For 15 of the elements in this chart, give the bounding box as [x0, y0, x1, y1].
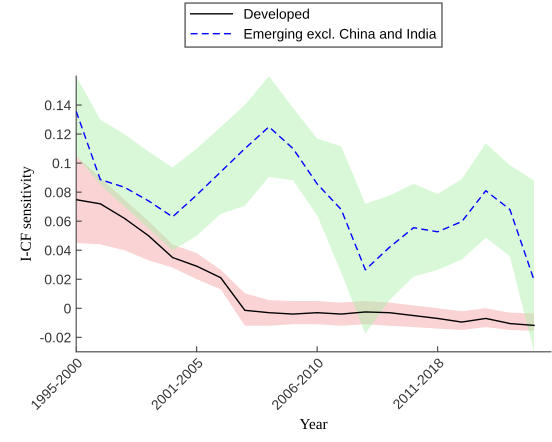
legend-label: Emerging excl. China and India: [244, 28, 436, 42]
legend-label: Developed: [244, 8, 309, 22]
line-series: [76, 199, 535, 326]
y-tick-label: -0.02: [40, 332, 71, 342]
y-tick-label: 0.12: [44, 129, 71, 140]
y-tick-label: 0.08: [44, 187, 71, 198]
x-axis-title: Year: [300, 418, 328, 430]
y-tick-label: 0.02: [44, 274, 71, 284]
y-tick-label: 0: [64, 304, 71, 314]
y-tick-label: 0.1: [52, 158, 71, 168]
y-tick-label: 0.06: [44, 216, 71, 226]
y-tick-label: 0.04: [44, 246, 71, 256]
y-axis-title: I-CF sensitivity: [20, 166, 34, 262]
y-tick-label: 0.14: [44, 100, 71, 110]
line-series: [76, 110, 535, 281]
